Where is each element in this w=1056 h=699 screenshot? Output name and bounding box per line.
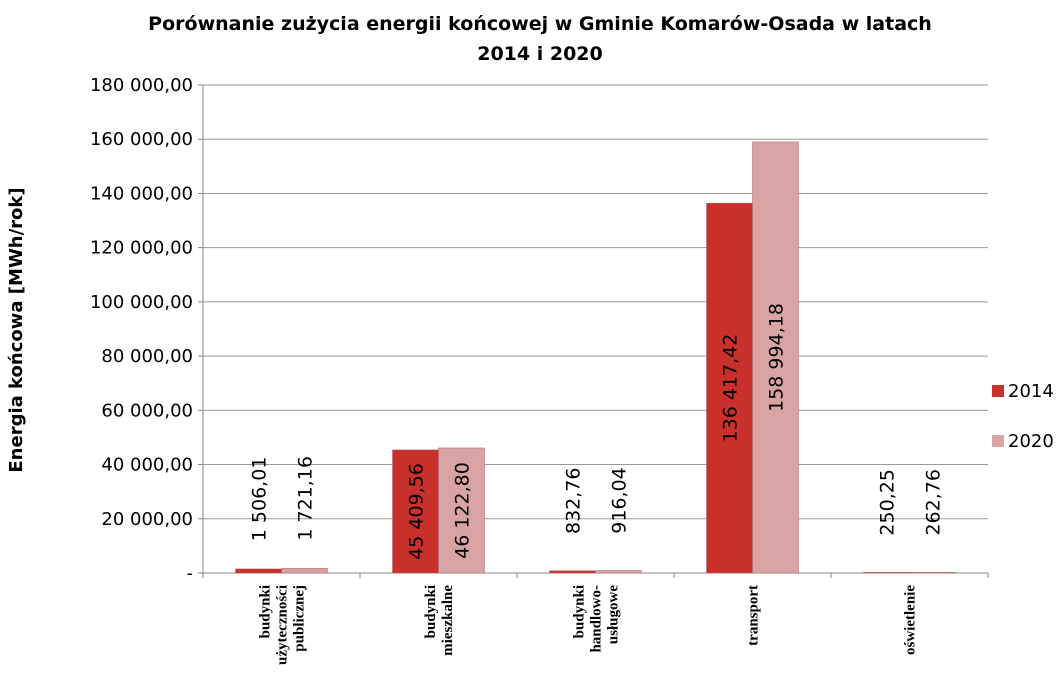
bar: [752, 141, 799, 574]
bar: [706, 202, 753, 574]
value-label: 136 417,42: [720, 334, 742, 443]
bar: [863, 572, 910, 574]
value-label: 262,76: [923, 469, 945, 535]
y-tick-label: 140 000,00: [90, 183, 193, 204]
x-tick-label: budynkihandlowo-usługowe: [572, 585, 622, 653]
value-label: 832,76: [563, 468, 585, 534]
x-tick-label: budynkimieszkalne: [423, 585, 456, 656]
x-tick-label: budynkiużytecznościpublicznej: [258, 585, 308, 665]
value-label: 1 506,01: [249, 457, 271, 542]
y-axis-title: Energia końcowa [MWh/rok]: [6, 187, 27, 472]
y-tick-label: 40 000,00: [101, 455, 193, 476]
value-label: 1 721,16: [295, 456, 317, 541]
bar: [392, 449, 439, 574]
y-tick-label: -: [187, 563, 194, 584]
value-label: 45 409,56: [406, 463, 428, 560]
bar: [438, 447, 485, 574]
value-label: 158 994,18: [766, 303, 788, 412]
y-tick-label: 180 000,00: [90, 75, 193, 96]
bar: [549, 570, 596, 574]
y-tick-label: 20 000,00: [101, 509, 193, 530]
y-tick-label: 100 000,00: [90, 292, 193, 313]
x-tick-label: transport: [746, 585, 762, 646]
legend-swatch: [992, 385, 1004, 397]
legend-label: 2014: [1008, 381, 1054, 402]
legend-swatch: [992, 435, 1004, 447]
chart-title: Porównanie zużycia energii końcowej w Gm…: [148, 13, 932, 65]
y-tick-label: 80 000,00: [101, 346, 193, 367]
bar: [909, 572, 956, 574]
value-label: 46 122,80: [451, 462, 473, 559]
bar: [281, 568, 328, 574]
y-tick-label: 160 000,00: [90, 129, 193, 150]
y-tick-label: 120 000,00: [90, 238, 193, 259]
legend-label: 2020: [1008, 431, 1054, 452]
x-tick-label: oświetlenie: [903, 585, 919, 655]
value-label: 916,04: [609, 467, 631, 533]
value-label: 250,25: [877, 469, 899, 535]
y-tick-label: 60 000,00: [101, 400, 193, 421]
bar: [235, 568, 282, 574]
bar: [595, 570, 642, 574]
